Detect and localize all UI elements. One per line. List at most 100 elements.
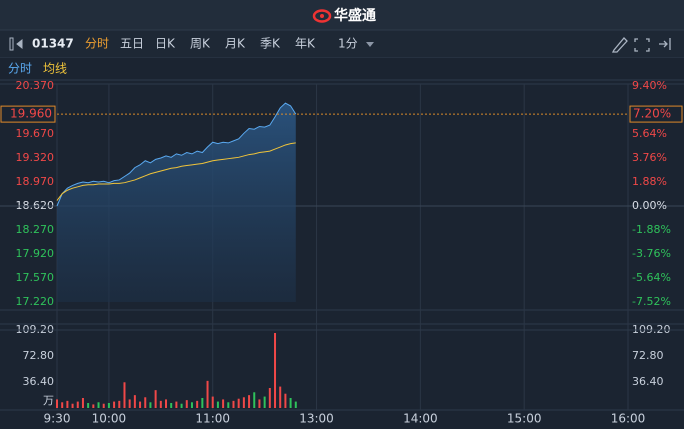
vol-tick-label: 36.40: [23, 375, 55, 388]
volume-bar: [289, 398, 292, 408]
volume-bar: [242, 397, 245, 408]
volume-bar: [133, 395, 136, 408]
tab[interactable]: 年K: [295, 37, 316, 51]
tab[interactable]: 月K: [225, 37, 246, 51]
volume-bar: [190, 402, 193, 408]
volume-bar: [170, 403, 173, 408]
volume-bar: [279, 386, 282, 408]
volume-bar: [175, 401, 178, 408]
x-tick-label: 10:00: [92, 412, 127, 426]
edit-icon[interactable]: [611, 37, 628, 53]
y-tick-label: 18.270: [16, 223, 55, 236]
tab[interactable]: 周K: [190, 37, 211, 51]
tab[interactable]: 分时: [85, 37, 109, 51]
legend-bar: [0, 58, 684, 80]
toolbar-icons: [611, 37, 671, 53]
vol-tick-label: 72.80: [23, 349, 55, 362]
volume-bar: [294, 401, 297, 408]
series-line: [56, 102, 297, 207]
volume-bar: [123, 382, 126, 408]
y-tick-label: 19.320: [16, 151, 55, 164]
stock-code: 01347: [32, 37, 74, 51]
logo-icon: [312, 9, 332, 23]
volume-bar: [66, 400, 69, 408]
volume-bar: [87, 403, 90, 408]
volume-bar: [76, 401, 79, 408]
vol-tick-label-right: 36.40: [632, 375, 664, 388]
volume-bar: [56, 399, 58, 408]
volume-bar: [274, 333, 277, 408]
vol-tick-label-right: 72.80: [632, 349, 664, 362]
volume-bar: [211, 396, 214, 408]
volume-bar: [206, 380, 209, 408]
volume-bar: [227, 402, 230, 408]
volume-bar: [149, 402, 152, 408]
volume-bar: [180, 403, 183, 408]
volume-bar: [102, 403, 105, 408]
volume-bar: [263, 396, 266, 408]
volume-bar: [258, 399, 261, 408]
last-price-box: [0, 105, 56, 123]
volume-bar: [201, 398, 204, 408]
volume-bar: [113, 401, 116, 408]
legend-entry: 分时: [8, 62, 32, 76]
tab[interactable]: 季K: [260, 37, 281, 51]
volume-bar: [128, 399, 131, 408]
x-tick-label: 13:00: [299, 412, 334, 426]
y-tick-label: 17.220: [16, 295, 55, 308]
x-tick-label: 14:00: [403, 412, 438, 426]
volume-bar: [185, 400, 188, 408]
volume-bar: [216, 401, 219, 408]
expand-icon[interactable]: [659, 38, 671, 50]
interval-select[interactable]: 1分: [338, 37, 358, 51]
y-tick-label: 19.670: [16, 127, 55, 140]
volume-bar: [71, 403, 74, 408]
volume-bar: [165, 399, 168, 408]
volume-bar: [196, 400, 199, 408]
y-tick-label: 20.370: [16, 79, 55, 92]
y2-tick-label: 3.76%: [632, 151, 667, 164]
last-pct-label: 7.20%: [633, 107, 671, 121]
y2-tick-label: 5.64%: [632, 127, 667, 140]
toolbar: [0, 30, 684, 58]
fullscreen-icon[interactable]: [634, 38, 650, 52]
x-tick-label: 16:00: [611, 412, 646, 426]
volume-bar: [97, 402, 100, 408]
y2-tick-label: -5.64%: [632, 271, 671, 284]
vol-tick-label: 万: [43, 394, 54, 407]
volume-bar: [118, 400, 121, 408]
y2-tick-label: 0.00%: [632, 199, 667, 212]
x-tick-label: 9:30: [44, 412, 71, 426]
y2-tick-label: -1.88%: [632, 223, 671, 236]
volume-bar: [144, 397, 147, 408]
volume-bar: [253, 392, 256, 408]
logo-text: 华盛通: [334, 7, 376, 24]
y2-tick-label: 1.88%: [632, 175, 667, 188]
y2-tick-label: 9.40%: [632, 79, 667, 92]
x-tick-label: 15:00: [507, 412, 542, 426]
y-tick-label: 18.970: [16, 175, 55, 188]
dropdown-caret[interactable]: [366, 42, 374, 47]
series-line: [56, 142, 296, 201]
collapse-icon[interactable]: [9, 37, 23, 51]
legend-entry: 均线: [43, 62, 67, 76]
volume-bar: [61, 402, 64, 408]
last-pct-box: [629, 105, 683, 123]
last-price-label: 19.960: [10, 107, 52, 121]
volume-bar: [159, 400, 162, 408]
volume-bar: [232, 400, 235, 408]
volume-bar: [248, 395, 251, 408]
volume-bar: [284, 393, 287, 408]
price-area: [57, 103, 296, 303]
y2-tick-label: -3.76%: [632, 247, 671, 260]
y-tick-label: 17.570: [16, 271, 55, 284]
volume-bar: [222, 399, 225, 408]
tab[interactable]: 日K: [155, 37, 176, 51]
volume-bar: [154, 390, 157, 408]
volume-bar: [268, 388, 271, 408]
y-tick-label: 17.920: [16, 247, 55, 260]
volume-bar: [81, 398, 84, 408]
tab[interactable]: 五日: [120, 37, 144, 51]
